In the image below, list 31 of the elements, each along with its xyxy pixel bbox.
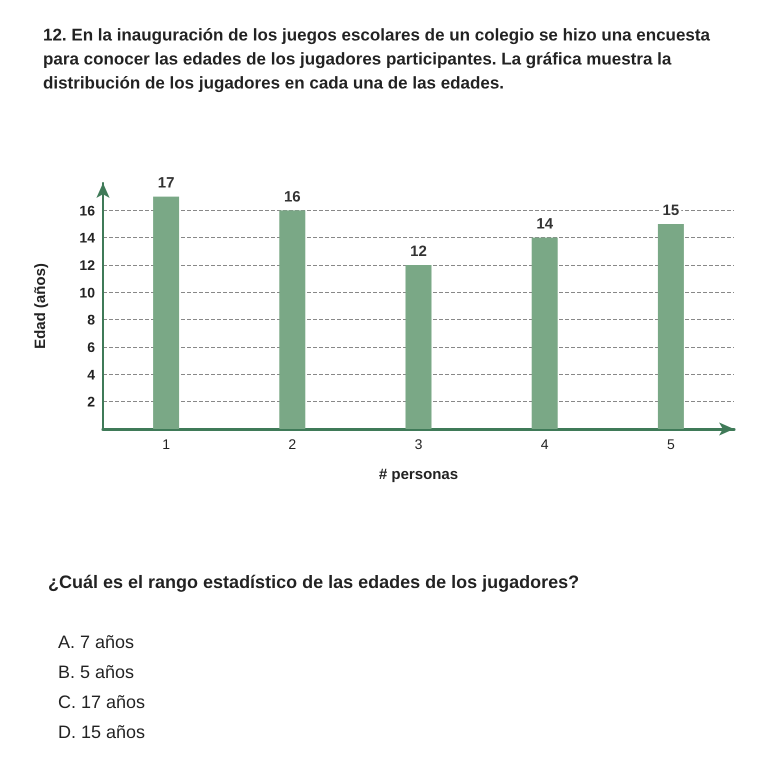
text: ¿Cuál es el rango estadístico de las edades de los jugadores? [48, 572, 580, 592]
bar [406, 265, 432, 429]
data-label: 12 [410, 243, 427, 260]
x-tick-label: 4 [540, 436, 549, 452]
y-tick-label: 16 [79, 202, 96, 218]
data-label: 16 [284, 188, 301, 206]
bar [658, 224, 684, 429]
data-label: 17 [158, 174, 174, 192]
x-tick-label: 3 [414, 436, 423, 452]
data-label: 15 [662, 202, 680, 219]
y-tick-label: 12 [79, 257, 96, 273]
y-tick-label: 8 [87, 312, 96, 328]
y-tick-label: 10 [79, 284, 96, 300]
y-axis-title: Edad (años) [32, 263, 49, 349]
text: C. 17 años [58, 692, 146, 712]
bar [279, 210, 306, 429]
chart-title: 12. En la inauguración de los juegos escolares de un colegio se hizo una encuesta para conocer las edades de los jugadores participantes. La gráfica muestra la distribución de los jugadores en cada una de las edades. [43, 26, 715, 92]
text: B. 5 años [58, 662, 134, 682]
data-label: 14 [536, 216, 554, 233]
x-tick-label: 5 [667, 436, 675, 452]
text: D. 15 años [58, 722, 146, 742]
text: A. 7 años [58, 632, 134, 652]
y-tick-label: 4 [87, 366, 96, 382]
bar [532, 238, 558, 429]
x-tick-label: 2 [288, 436, 296, 452]
x-axis-title: # personas [378, 466, 458, 483]
bar [153, 196, 180, 429]
x-tick-label: 1 [162, 436, 170, 452]
y-tick-label: 14 [79, 230, 96, 246]
y-tick-label: 6 [87, 339, 96, 355]
y-tick-label: 2 [87, 394, 96, 410]
